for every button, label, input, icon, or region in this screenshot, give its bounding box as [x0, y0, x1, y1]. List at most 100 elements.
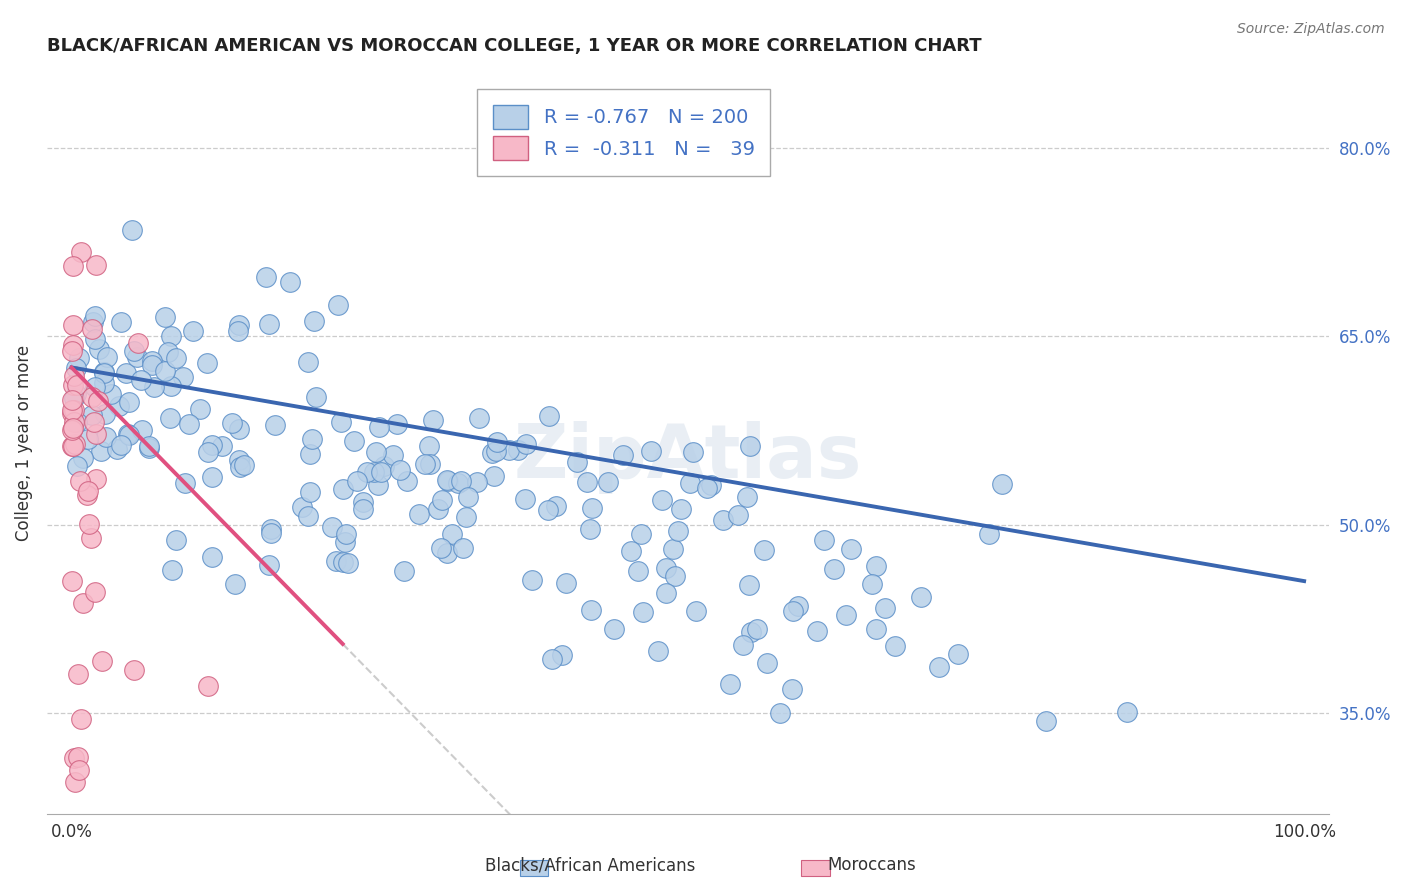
Point [260, 525, 283, 540]
Point [718, 677, 741, 691]
Point [66, 415, 89, 429]
Point [352, 495, 374, 509]
Point [655, 586, 678, 600]
Point [422, 413, 444, 427]
Point [450, 474, 472, 488]
Point [682, 445, 704, 459]
Point [153, 363, 176, 377]
Point [80, 390, 103, 404]
Point [596, 475, 619, 490]
Point [117, 427, 139, 442]
Point [67, 351, 90, 365]
Point [711, 513, 734, 527]
Y-axis label: College, 1 year or more: College, 1 year or more [15, 345, 32, 541]
Point [91, 654, 114, 668]
Point [110, 438, 132, 452]
Point [122, 663, 145, 677]
Point [946, 648, 969, 662]
Point [129, 373, 152, 387]
Point [160, 378, 183, 392]
Point [82, 322, 104, 336]
Point [823, 562, 845, 576]
Point [356, 465, 378, 479]
Point [612, 448, 634, 462]
Point [436, 546, 458, 560]
Point [278, 275, 301, 289]
Point [782, 682, 804, 697]
Point [664, 569, 686, 583]
Point [756, 657, 779, 671]
Point [382, 448, 405, 462]
Point [551, 648, 574, 663]
Point [173, 475, 195, 490]
Point [72, 451, 94, 466]
Point [69, 475, 91, 489]
Point [437, 474, 460, 488]
Point [63, 369, 86, 384]
Point [336, 556, 359, 570]
Point [87, 342, 110, 356]
Point [257, 317, 280, 331]
Point [60, 423, 83, 437]
Point [579, 603, 602, 617]
Point [70, 712, 93, 726]
Point [298, 484, 321, 499]
Point [125, 350, 148, 364]
Point [63, 751, 86, 765]
Point [84, 380, 107, 394]
Point [80, 408, 103, 422]
Point [991, 476, 1014, 491]
Point [782, 604, 804, 618]
Point [928, 660, 950, 674]
Point [581, 500, 603, 515]
Point [143, 379, 166, 393]
Point [346, 474, 368, 488]
Point [80, 532, 103, 546]
Point [1035, 714, 1057, 728]
Point [62, 259, 84, 273]
Point [229, 459, 252, 474]
Point [197, 445, 219, 459]
Point [77, 484, 100, 499]
Point [429, 541, 451, 556]
Point [121, 223, 143, 237]
Point [155, 310, 177, 324]
Point [260, 522, 283, 536]
Point [432, 493, 454, 508]
Point [786, 599, 808, 613]
Point [806, 624, 828, 639]
Point [578, 523, 600, 537]
Point [515, 437, 537, 451]
Point [979, 527, 1001, 541]
Point [575, 475, 598, 489]
Point [65, 387, 87, 401]
Text: Moroccans: Moroccans [827, 856, 917, 874]
Point [685, 604, 707, 618]
Point [177, 417, 200, 431]
Point [224, 577, 246, 591]
Point [84, 472, 107, 486]
Point [65, 458, 87, 473]
Point [427, 502, 450, 516]
Point [63, 437, 86, 451]
Point [395, 474, 418, 488]
Point [565, 455, 588, 469]
Point [513, 492, 536, 507]
Point [835, 608, 858, 623]
Point [257, 558, 280, 572]
Point [84, 332, 107, 346]
Point [541, 652, 564, 666]
Point [141, 358, 163, 372]
Point [83, 415, 105, 429]
Point [865, 559, 887, 574]
Point [82, 315, 104, 329]
Point [84, 258, 107, 272]
Point [60, 439, 83, 453]
Point [332, 555, 354, 569]
Point [172, 369, 194, 384]
Point [72, 596, 94, 610]
Point [860, 577, 883, 591]
Point [83, 309, 105, 323]
Point [165, 351, 187, 366]
Point [100, 386, 122, 401]
